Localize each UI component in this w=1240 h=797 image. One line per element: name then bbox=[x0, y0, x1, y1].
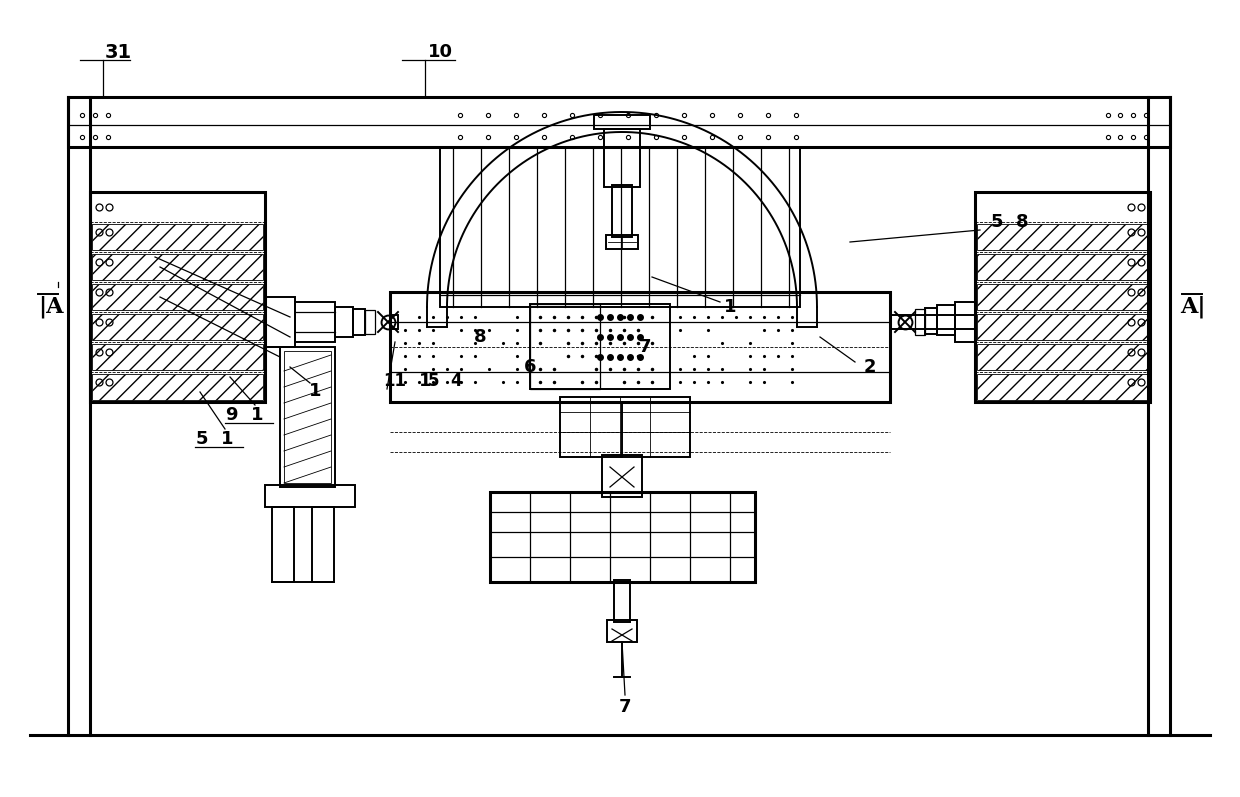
Bar bbox=[284, 351, 331, 483]
Bar bbox=[608, 620, 637, 642]
Bar bbox=[440, 147, 800, 307]
Bar bbox=[977, 284, 1148, 310]
Bar bbox=[955, 302, 975, 342]
Text: A|: A| bbox=[1180, 296, 1205, 318]
Bar bbox=[614, 580, 630, 622]
Text: 11: 11 bbox=[383, 372, 407, 390]
Text: 1: 1 bbox=[309, 382, 321, 400]
Text: |A: |A bbox=[38, 296, 63, 318]
Text: 9  1: 9 1 bbox=[226, 406, 264, 424]
Bar bbox=[606, 235, 639, 249]
Bar bbox=[937, 305, 955, 335]
Text: 8: 8 bbox=[474, 328, 486, 346]
Text: 2: 2 bbox=[864, 358, 877, 376]
Bar bbox=[560, 397, 689, 457]
Bar bbox=[613, 185, 632, 237]
Text: 6: 6 bbox=[523, 358, 536, 376]
Bar bbox=[91, 192, 265, 402]
Bar bbox=[975, 192, 1149, 402]
Bar bbox=[312, 507, 334, 582]
Bar bbox=[490, 492, 755, 582]
Bar bbox=[92, 344, 263, 370]
Bar bbox=[272, 507, 294, 582]
Bar bbox=[92, 224, 263, 250]
Bar bbox=[890, 315, 975, 329]
Text: 7: 7 bbox=[619, 698, 631, 716]
Bar bbox=[977, 344, 1148, 370]
Text: 1: 1 bbox=[419, 372, 432, 390]
Bar bbox=[529, 304, 600, 389]
Bar bbox=[604, 129, 640, 187]
Bar bbox=[594, 115, 650, 129]
Bar bbox=[977, 374, 1148, 400]
Text: 5  8: 5 8 bbox=[991, 213, 1029, 231]
Bar bbox=[977, 224, 1148, 250]
Bar bbox=[68, 97, 1171, 147]
Bar bbox=[280, 347, 335, 487]
Text: 10: 10 bbox=[428, 43, 453, 61]
Bar bbox=[365, 310, 374, 334]
Text: 5  1: 5 1 bbox=[196, 430, 234, 448]
Bar bbox=[529, 304, 670, 389]
Bar bbox=[92, 284, 263, 310]
Text: 1: 1 bbox=[724, 298, 737, 316]
Bar bbox=[977, 254, 1148, 280]
Bar bbox=[92, 254, 263, 280]
Bar bbox=[915, 309, 925, 335]
Text: 7: 7 bbox=[639, 338, 651, 356]
Bar bbox=[295, 302, 335, 342]
Bar bbox=[335, 307, 353, 337]
Bar bbox=[265, 485, 355, 507]
Bar bbox=[92, 374, 263, 400]
Text: 5  4: 5 4 bbox=[428, 372, 463, 390]
Bar bbox=[977, 314, 1148, 340]
Bar bbox=[391, 292, 890, 402]
Bar bbox=[92, 314, 263, 340]
Bar bbox=[353, 309, 365, 335]
Bar bbox=[391, 315, 398, 329]
Text: 31: 31 bbox=[104, 42, 131, 61]
Bar bbox=[265, 297, 295, 347]
Bar bbox=[925, 308, 937, 334]
Bar bbox=[601, 455, 642, 497]
